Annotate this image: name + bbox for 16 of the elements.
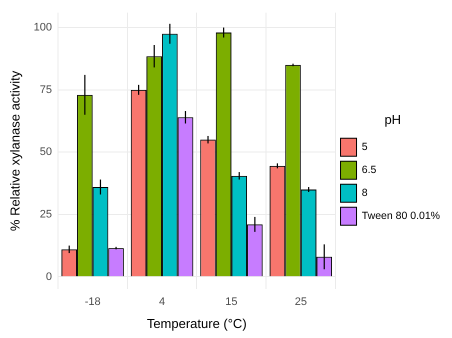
y-tick-label: 50: [40, 146, 52, 158]
x-axis-title: Temperature (°C): [146, 316, 247, 331]
y-tick-label: 0: [46, 270, 52, 283]
x-tick-label: 15: [225, 296, 238, 308]
x-tick-label: 4: [158, 296, 166, 308]
legend-label: 8: [362, 187, 368, 200]
x-tick-label: -18: [84, 296, 101, 308]
x-tick-label: 25: [294, 296, 307, 308]
legend-label: 6.5: [362, 164, 377, 176]
legend-label: 5: [362, 141, 368, 154]
y-tick-label: 75: [40, 84, 52, 96]
y-tick-label: 25: [40, 208, 52, 220]
y-tick-label: 100: [34, 22, 52, 34]
y-axis-title: % Relative xylanase activity: [7, 70, 22, 232]
legend-label: Tween 80 0.01%: [362, 210, 440, 222]
legend-title: pH: [384, 112, 402, 127]
